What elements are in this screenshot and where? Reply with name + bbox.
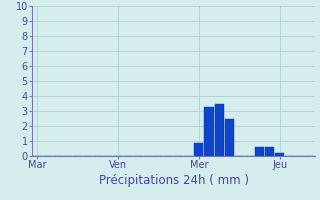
Bar xyxy=(225,118,234,156)
Bar xyxy=(275,153,284,156)
Bar xyxy=(255,147,264,156)
Bar xyxy=(215,104,224,156)
Bar xyxy=(265,147,274,156)
X-axis label: Précipitations 24h ( mm ): Précipitations 24h ( mm ) xyxy=(99,174,249,187)
Bar xyxy=(194,142,204,156)
Bar xyxy=(204,106,213,156)
